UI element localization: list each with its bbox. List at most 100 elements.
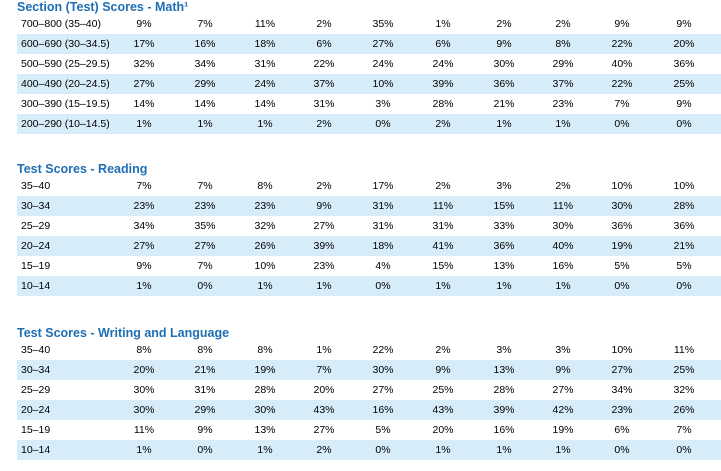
percent-cell: 0%	[614, 444, 630, 456]
percent-cell: 42%	[552, 404, 574, 416]
percent-cell: 27%	[372, 384, 394, 396]
percent-cell: 22%	[372, 344, 394, 356]
percent-cell: 31%	[372, 220, 394, 232]
percent-cell: 30%	[254, 404, 276, 416]
percent-cell: 2%	[435, 118, 451, 130]
percent-cell: 13%	[254, 424, 276, 436]
percent-cell: 18%	[372, 240, 394, 252]
percent-cell: 11%	[432, 200, 454, 212]
percent-cell: 11%	[254, 18, 276, 30]
percent-cell: 1%	[435, 18, 451, 30]
percent-cell: 11%	[552, 200, 574, 212]
table-row: 15–19 11% 9% 13% 27% 5% 20% 16% 19% 6% 7%	[17, 420, 721, 440]
percent-cell: 5%	[614, 260, 630, 272]
percent-cell: 6%	[316, 38, 332, 50]
percent-cell: 30%	[133, 404, 155, 416]
table-row: 10–14 1% 0% 1% 2% 0% 1% 1% 1% 0% 0%	[17, 440, 721, 460]
percent-cell: 40%	[611, 58, 633, 70]
percent-cell: 23%	[194, 200, 216, 212]
table-row: 25–29 30% 31% 28% 20% 27% 25% 28% 27% 34% 32%	[17, 380, 721, 400]
percent-cell: 31%	[254, 58, 276, 70]
percent-cell: 1%	[257, 444, 273, 456]
score-range-label: 30–34	[21, 364, 51, 376]
percent-cell: 1%	[136, 444, 152, 456]
percent-cell: 39%	[432, 78, 454, 90]
percent-cell: 8%	[136, 344, 152, 356]
percent-cell: 0%	[375, 444, 391, 456]
percent-cell: 35%	[194, 220, 216, 232]
percent-cell: 36%	[673, 58, 695, 70]
percent-cell: 19%	[552, 424, 574, 436]
percent-cell: 27%	[313, 220, 335, 232]
percent-cell: 23%	[611, 404, 633, 416]
percent-cell: 30%	[133, 384, 155, 396]
percent-cell: 20%	[133, 364, 155, 376]
percent-cell: 2%	[435, 180, 451, 192]
percent-cell: 0%	[676, 444, 692, 456]
percent-cell: 6%	[614, 424, 630, 436]
percent-cell: 30%	[493, 58, 515, 70]
percent-cell: 33%	[493, 220, 515, 232]
percent-cell: 11%	[673, 344, 695, 356]
table-row: 700–800 (35–40) 9% 7% 11% 2% 35% 1% 2% 2% 9% 9%	[17, 14, 721, 34]
percent-cell: 20%	[432, 424, 454, 436]
percent-cell: 37%	[313, 78, 335, 90]
table-row: 20–24 30% 29% 30% 43% 16% 43% 39% 42% 23% 26%	[17, 400, 721, 420]
percent-cell: 16%	[552, 260, 574, 272]
percent-cell: 15%	[432, 260, 454, 272]
percent-cell: 2%	[316, 18, 332, 30]
percent-cell: 28%	[254, 384, 276, 396]
percent-cell: 3%	[375, 98, 391, 110]
percent-cell: 43%	[313, 404, 335, 416]
percent-cell: 21%	[673, 240, 695, 252]
percent-cell: 35%	[372, 18, 394, 30]
percent-cell: 17%	[133, 38, 155, 50]
percent-cell: 19%	[611, 240, 633, 252]
percent-cell: 0%	[197, 444, 213, 456]
percent-cell: 10%	[673, 180, 695, 192]
percent-cell: 15%	[493, 200, 515, 212]
section-title: Section (Test) Scores - Math¹	[17, 0, 189, 14]
percent-cell: 8%	[257, 180, 273, 192]
percent-cell: 34%	[194, 58, 216, 70]
percent-cell: 2%	[555, 18, 571, 30]
percent-cell: 7%	[676, 424, 692, 436]
percent-cell: 23%	[254, 200, 276, 212]
score-range-label: 25–29	[21, 384, 51, 396]
percent-cell: 0%	[375, 280, 391, 292]
percent-cell: 37%	[552, 78, 574, 90]
percent-cell: 41%	[432, 240, 454, 252]
percent-cell: 8%	[257, 344, 273, 356]
table-row: 10–14 1% 0% 1% 1% 0% 1% 1% 1% 0% 0%	[17, 276, 721, 296]
percent-cell: 36%	[493, 240, 515, 252]
percent-cell: 1%	[257, 280, 273, 292]
percent-cell: 27%	[313, 424, 335, 436]
percent-cell: 10%	[254, 260, 276, 272]
score-range-label: 10–14	[21, 444, 51, 456]
percent-cell: 43%	[432, 404, 454, 416]
table-row: 15–19 9% 7% 10% 23% 4% 15% 13% 16% 5% 5%	[17, 256, 721, 276]
percent-cell: 14%	[254, 98, 276, 110]
score-table: 700–800 (35–40) 9% 7% 11% 2% 35% 1% 2% 2% 9% 9% 600…	[17, 14, 721, 134]
percent-cell: 1%	[496, 118, 512, 130]
percent-cell: 0%	[676, 280, 692, 292]
score-range-label: 20–24	[21, 404, 51, 416]
score-range-label: 10–14	[21, 280, 51, 292]
percent-cell: 30%	[611, 200, 633, 212]
percent-cell: 20%	[313, 384, 335, 396]
percent-cell: 1%	[257, 118, 273, 130]
percent-cell: 26%	[254, 240, 276, 252]
percent-cell: 0%	[676, 118, 692, 130]
percent-cell: 27%	[133, 78, 155, 90]
table-row: 25–29 34% 35% 32% 27% 31% 31% 33% 30% 36% 36%	[17, 216, 721, 236]
percent-cell: 39%	[493, 404, 515, 416]
score-table: 35–40 7% 7% 8% 2% 17% 2% 3% 2% 10% 10% 30–34 23% 23% 2…	[17, 176, 721, 296]
percent-cell: 9%	[676, 98, 692, 110]
percent-cell: 27%	[133, 240, 155, 252]
score-range-label: 400–490 (20–24.5)	[21, 78, 110, 90]
percent-cell: 10%	[611, 344, 633, 356]
percent-cell: 30%	[552, 220, 574, 232]
table-row: 300–390 (15–19.5) 14% 14% 14% 31% 3% 28% 21% 23%…	[17, 94, 721, 114]
percent-cell: 25%	[673, 364, 695, 376]
percent-cell: 31%	[313, 98, 335, 110]
